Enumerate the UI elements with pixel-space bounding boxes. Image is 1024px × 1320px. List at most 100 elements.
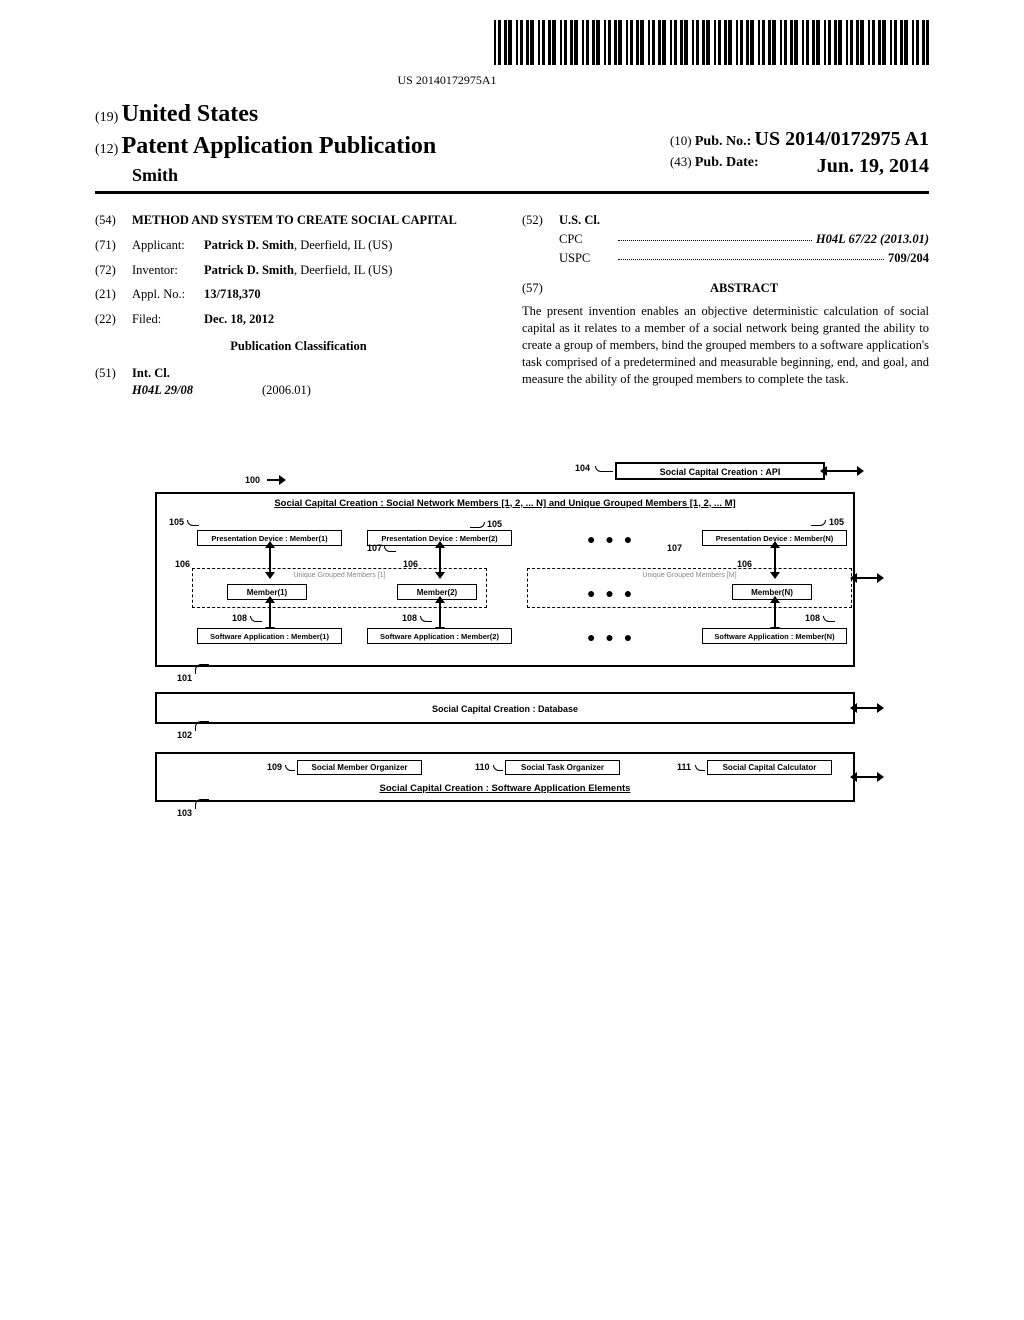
app-n: Software Application : Member(N) [702, 628, 847, 644]
code-57: (57) [522, 280, 559, 297]
bibliographic-data: (54) METHOD AND SYSTEM TO CREATE SOCIAL … [95, 212, 929, 407]
barcode [494, 20, 929, 65]
abstract-heading: ABSTRACT [559, 280, 929, 297]
label-filed: Filed: [132, 311, 204, 328]
hook-105c [811, 520, 826, 526]
ref-104: 104 [575, 462, 590, 474]
label-applno: Appl. No.: [132, 286, 204, 303]
document-header: (19) United States (12) Patent Applicati… [95, 98, 929, 194]
ref-100-arrow [279, 475, 286, 485]
ref-107-b: 107 [667, 542, 682, 554]
field-72: (72) Inventor: Patrick D. Smith, Deerfie… [95, 262, 502, 279]
field-51: (51) Int. Cl. [95, 365, 502, 382]
grp1-label: Unique Grouped Members [1] [193, 571, 486, 580]
hook-108b [420, 616, 432, 622]
spacer [95, 382, 132, 399]
code-51: (51) [95, 365, 132, 382]
label-applicant: Applicant: [132, 237, 204, 254]
hook-110 [493, 765, 503, 771]
uspc-value: 709/204 [888, 250, 929, 267]
right-column: (52) U.S. Cl. CPC H04L 67/22 (2013.01) U… [522, 212, 929, 407]
hook-108a [250, 616, 262, 622]
ellipsis-3: ● ● ● [587, 628, 635, 647]
ref-108-c: 108 [805, 612, 820, 624]
arrow-103 [857, 776, 877, 778]
country: United States [122, 101, 259, 127]
inventor-loc: , Deerfield, IL (US) [294, 263, 392, 277]
code-72: (72) [95, 262, 132, 279]
intcl-value: H04L 29/08 [132, 382, 262, 399]
pub-date-label: Pub. Date: [695, 155, 759, 170]
pub-no-label: Pub. No.: [695, 134, 751, 149]
cpc-value: H04L 67/22 (2013.01) [816, 231, 929, 248]
ref-106-a: 106 [175, 558, 190, 570]
org-111: Social Capital Calculator [707, 760, 832, 775]
inventor-surname: Smith [132, 163, 670, 187]
pub-class-heading: Publication Classification [95, 338, 502, 355]
pub-no-value: US 2014/0172975 A1 [755, 128, 929, 150]
field-51-value: H04L 29/08 (2006.01) [95, 382, 502, 399]
arrow-api [827, 470, 857, 472]
ref-105-b: 105 [487, 518, 502, 530]
line-12: (12) Patent Application Publication [95, 130, 670, 162]
applno-value: 13/718,370 [204, 286, 502, 303]
ref-100: 100 [245, 474, 260, 486]
code-22: (22) [95, 311, 132, 328]
app-2: Software Application : Member(2) [367, 628, 512, 644]
field-52: (52) U.S. Cl. [522, 212, 929, 229]
code-19: (19) [95, 110, 118, 125]
field-21: (21) Appl. No.: 13/718,370 [95, 286, 502, 303]
org-110: Social Task Organizer [505, 760, 620, 775]
code-12: (12) [95, 142, 118, 157]
field-22: (22) Filed: Dec. 18, 2012 [95, 311, 502, 328]
app-1: Software Application : Member(1) [197, 628, 342, 644]
ref-102: 102 [177, 729, 192, 741]
grpM-label: Unique Grouped Members [M] [528, 571, 851, 580]
inventor-name: Patrick D. Smith [204, 263, 294, 277]
field-71: (71) Applicant: Patrick D. Smith, Deerfi… [95, 237, 502, 254]
hook-103 [195, 799, 209, 809]
arr-v5 [439, 602, 441, 628]
filed-value: Dec. 18, 2012 [204, 311, 502, 328]
code-43: (43) [670, 154, 692, 169]
pub-date-value: Jun. 19, 2014 [817, 153, 929, 180]
intcl-edition: (2006.01) [262, 382, 311, 399]
ref-105-c: 105 [829, 516, 844, 528]
line-19: (19) United States [95, 98, 670, 130]
line-10: (10) Pub. No.: US 2014/0172975 A1 [670, 126, 929, 153]
arrow-101 [857, 577, 877, 579]
ref-109: 109 [267, 761, 282, 773]
ref-107-a: 107 [367, 542, 382, 554]
box-api: Social Capital Creation : API [615, 462, 825, 480]
ref-105-a: 105 [169, 516, 184, 528]
field-54: (54) METHOD AND SYSTEM TO CREATE SOCIAL … [95, 212, 502, 229]
patent-page: US 20140172975A1 (19) United States (12)… [0, 0, 1024, 902]
abstract-text: The present invention enables an objecti… [522, 303, 929, 387]
ref-108-b: 108 [402, 612, 417, 624]
box-103: 109 Social Member Organizer 110 Social T… [155, 752, 855, 802]
ellipsis-1: ● ● ● [587, 530, 635, 549]
title-value: METHOD AND SYSTEM TO CREATE SOCIAL CAPIT… [132, 212, 457, 229]
hook-101 [195, 664, 209, 674]
code-10: (10) [670, 133, 692, 148]
arrow-102 [857, 707, 877, 709]
header-left: (19) United States (12) Patent Applicati… [95, 98, 670, 187]
box-103-title: Social Capital Creation : Software Appli… [157, 783, 853, 796]
applicant-loc: , Deerfield, IL (US) [294, 238, 392, 252]
hook-109 [285, 765, 295, 771]
header-right: (10) Pub. No.: US 2014/0172975 A1 (43) P… [670, 98, 929, 187]
ref-108-a: 108 [232, 612, 247, 624]
org-109: Social Member Organizer [297, 760, 422, 775]
box-101: Social Capital Creation : Social Network… [155, 492, 855, 667]
code-71: (71) [95, 237, 132, 254]
label-uscl: U.S. Cl. [559, 212, 600, 229]
label-inventor: Inventor: [132, 262, 204, 279]
uspc-row: USPC 709/204 [522, 250, 929, 267]
box-101-title: Social Capital Creation : Social Network… [157, 498, 853, 511]
uspc-label: USPC [559, 250, 614, 267]
hook-105a [187, 520, 199, 526]
box-102: Social Capital Creation : Database [155, 692, 855, 724]
ref-110: 110 [475, 761, 490, 773]
code-52: (52) [522, 212, 559, 229]
left-column: (54) METHOD AND SYSTEM TO CREATE SOCIAL … [95, 212, 502, 407]
